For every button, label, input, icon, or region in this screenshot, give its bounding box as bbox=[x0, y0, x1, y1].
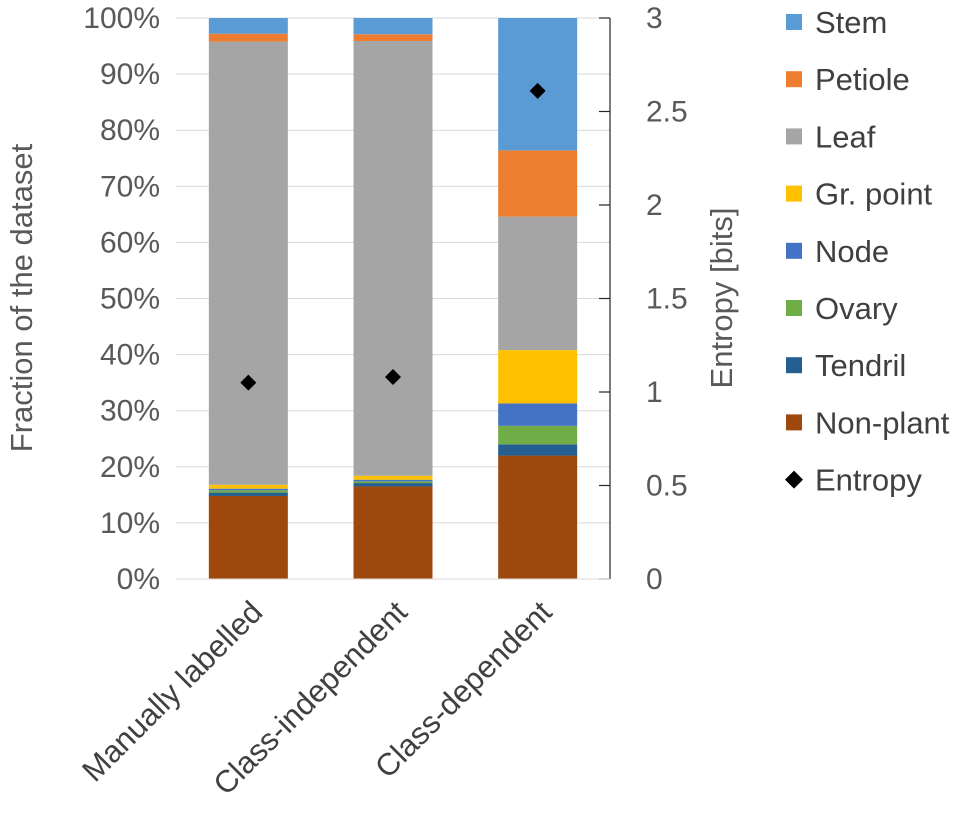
entropy-markers bbox=[240, 82, 546, 391]
legend-label: Non-plant bbox=[815, 405, 950, 440]
legend-label: Entropy bbox=[815, 463, 922, 498]
legend-label: Petiole bbox=[815, 62, 910, 97]
y-tick-label: 100% bbox=[83, 2, 160, 35]
bar-gr-point-class-dependent bbox=[498, 350, 578, 404]
y-tick-label: 10% bbox=[100, 507, 160, 540]
bar-non-plant-class-dependent bbox=[498, 455, 578, 579]
category-labels: Manually labelledClass-independentClass-… bbox=[75, 594, 559, 802]
legend-label: Gr. point bbox=[815, 177, 933, 212]
bar-node-class-independent bbox=[353, 479, 433, 482]
y2-tick-label: 0.5 bbox=[646, 470, 688, 503]
entropy-marker-class-dependent bbox=[529, 82, 546, 99]
bars bbox=[208, 18, 578, 579]
bar-ovary-class-dependent bbox=[498, 425, 578, 445]
bar-tendril-class-dependent bbox=[498, 444, 578, 456]
y2-axis-title: Entropy [bits] bbox=[704, 208, 739, 389]
y-tick-label: 80% bbox=[100, 114, 160, 147]
y2-tick-label: 2.5 bbox=[646, 96, 688, 129]
bar-leaf-class-independent bbox=[353, 41, 433, 476]
entropy-marker-class-independent bbox=[385, 369, 401, 386]
bar-gr-point-class-independent bbox=[353, 475, 433, 480]
y-tick-label: 90% bbox=[100, 58, 160, 91]
y2-tick-label: 3 bbox=[646, 2, 663, 35]
y2-tick-label: 0 bbox=[646, 563, 663, 596]
y-tick-label: 30% bbox=[100, 395, 160, 428]
bar-tendril-class-independent bbox=[353, 483, 433, 487]
bar-petiole-class-dependent bbox=[498, 150, 578, 217]
y-tick-label: 20% bbox=[100, 451, 160, 484]
bar-node-manually-labelled bbox=[208, 488, 288, 491]
bar-stem-manually-labelled bbox=[208, 18, 288, 34]
bar-gr-point-manually-labelled bbox=[208, 484, 288, 489]
legend-label: Stem bbox=[815, 5, 887, 40]
bar-petiole-manually-labelled bbox=[208, 33, 288, 42]
tick-labels: 0% 10% 20% 30% 40% 50% 60% 70% 80% 90% 100% 0 0.5 1 1.… bbox=[83, 2, 687, 596]
legend-swatch-tendril bbox=[786, 357, 802, 374]
y-tick-label: 70% bbox=[100, 170, 160, 203]
axes bbox=[176, 17, 611, 580]
legend: Stem Petiole Leaf Gr. point Node Ovary Tendril… bbox=[785, 5, 950, 498]
bar-leaf-class-dependent bbox=[498, 216, 578, 351]
legend-swatch-non-plant bbox=[786, 414, 802, 431]
y-tick-label: 60% bbox=[100, 226, 160, 259]
y-tick-label: 0% bbox=[117, 563, 160, 596]
legend-swatch-gr-point bbox=[786, 185, 802, 202]
legend-swatch-stem bbox=[786, 14, 802, 30]
y-tick-label: 50% bbox=[100, 283, 160, 316]
bar-stem-class-independent bbox=[353, 18, 433, 35]
bar-petiole-class-independent bbox=[353, 34, 433, 42]
bar-node-class-dependent bbox=[498, 403, 578, 426]
legend-label: Leaf bbox=[815, 119, 876, 154]
legend-swatch-entropy bbox=[785, 470, 803, 489]
legend-swatch-petiole bbox=[786, 71, 802, 88]
legend-swatch-ovary bbox=[786, 300, 802, 316]
y-tick-label: 40% bbox=[100, 339, 160, 372]
y2-tick-label: 2 bbox=[646, 189, 663, 222]
bar-non-plant-manually-labelled bbox=[208, 495, 288, 579]
legend-swatch-node bbox=[786, 242, 802, 259]
legend-label: Node bbox=[815, 234, 889, 269]
legend-label: Tendril bbox=[815, 348, 906, 383]
y2-tick-label: 1 bbox=[646, 376, 663, 409]
bar-ovary-class-independent bbox=[353, 481, 433, 484]
bar-leaf-manually-labelled bbox=[208, 41, 288, 485]
bar-tendril-manually-labelled bbox=[208, 492, 288, 496]
entropy-marker-manually-labelled bbox=[240, 374, 257, 391]
bar-ovary-manually-labelled bbox=[208, 490, 288, 493]
bar-non-plant-class-independent bbox=[353, 486, 433, 579]
y-axis-title: Fraction of the dataset bbox=[4, 143, 39, 452]
legend-label: Ovary bbox=[815, 291, 898, 326]
legend-swatch-leaf bbox=[786, 128, 802, 145]
y2-tick-label: 1.5 bbox=[646, 283, 688, 316]
